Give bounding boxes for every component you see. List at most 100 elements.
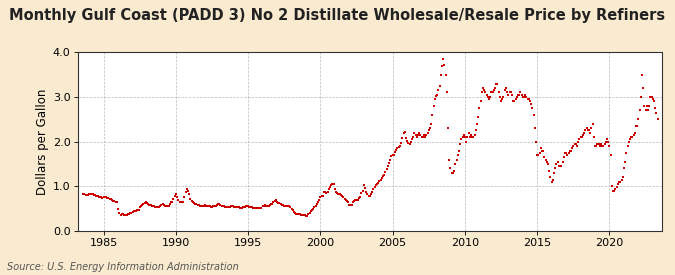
Point bbox=[78, 191, 88, 196]
Point bbox=[418, 133, 429, 137]
Point bbox=[134, 205, 145, 210]
Point bbox=[426, 122, 437, 126]
Point bbox=[544, 169, 555, 173]
Point bbox=[242, 204, 252, 208]
Point bbox=[300, 213, 311, 218]
Point bbox=[121, 213, 132, 217]
Point bbox=[84, 192, 95, 196]
Point bbox=[248, 205, 259, 210]
Point bbox=[105, 197, 116, 202]
Point bbox=[472, 122, 483, 126]
Point bbox=[650, 106, 661, 110]
Point bbox=[279, 203, 290, 208]
Point bbox=[446, 171, 457, 175]
Point bbox=[423, 130, 433, 135]
Point bbox=[573, 139, 584, 144]
Point bbox=[296, 213, 306, 217]
Point bbox=[498, 95, 509, 99]
Point bbox=[481, 92, 492, 97]
Point bbox=[389, 150, 400, 155]
Point bbox=[266, 202, 277, 206]
Point bbox=[110, 199, 121, 204]
Point bbox=[486, 90, 497, 95]
Point bbox=[271, 199, 282, 204]
Point bbox=[128, 209, 139, 213]
Point bbox=[271, 197, 281, 202]
Point bbox=[512, 95, 522, 99]
Point bbox=[587, 122, 598, 126]
Point bbox=[612, 185, 622, 189]
Point bbox=[425, 126, 435, 130]
Point bbox=[423, 128, 434, 133]
Point bbox=[162, 204, 173, 208]
Point bbox=[443, 126, 454, 130]
Point bbox=[288, 208, 298, 213]
Point bbox=[190, 202, 200, 206]
Point bbox=[268, 200, 279, 205]
Point bbox=[298, 213, 309, 217]
Point bbox=[116, 212, 127, 216]
Point bbox=[626, 135, 637, 139]
Point bbox=[92, 194, 103, 198]
Point bbox=[493, 90, 504, 95]
Point bbox=[414, 130, 425, 135]
Point bbox=[138, 202, 148, 206]
Point bbox=[580, 128, 591, 133]
Point bbox=[351, 197, 362, 202]
Point bbox=[254, 206, 265, 210]
Point bbox=[303, 212, 314, 217]
Point bbox=[148, 204, 159, 209]
Point bbox=[314, 197, 325, 202]
Point bbox=[262, 204, 273, 208]
Point bbox=[517, 95, 528, 99]
Point bbox=[259, 203, 269, 208]
Point bbox=[317, 194, 328, 198]
Point bbox=[342, 199, 352, 203]
Point bbox=[421, 133, 432, 137]
Point bbox=[605, 153, 616, 157]
Point bbox=[126, 211, 137, 215]
Point bbox=[610, 186, 621, 191]
Point bbox=[280, 204, 291, 208]
Point bbox=[466, 133, 477, 137]
Point bbox=[533, 153, 544, 157]
Point bbox=[196, 204, 207, 208]
Point bbox=[532, 153, 543, 157]
Point bbox=[616, 177, 627, 182]
Point bbox=[311, 202, 322, 206]
Point bbox=[315, 195, 326, 200]
Point bbox=[281, 204, 292, 208]
Point bbox=[434, 84, 445, 88]
Point bbox=[360, 185, 371, 190]
Point bbox=[568, 144, 578, 148]
Point bbox=[140, 200, 151, 205]
Point bbox=[157, 202, 168, 206]
Point bbox=[502, 90, 512, 95]
Point bbox=[469, 133, 480, 137]
Point bbox=[408, 135, 418, 139]
Point bbox=[597, 144, 608, 148]
Point bbox=[529, 112, 539, 117]
Point bbox=[321, 191, 332, 196]
Point bbox=[238, 205, 249, 210]
Point bbox=[109, 199, 120, 203]
Point bbox=[285, 205, 296, 210]
Point bbox=[371, 183, 381, 188]
Point bbox=[569, 142, 580, 146]
Point bbox=[178, 200, 188, 205]
Point bbox=[514, 92, 524, 97]
Point bbox=[132, 208, 142, 213]
Point bbox=[566, 148, 576, 153]
Point bbox=[146, 203, 157, 208]
Point bbox=[294, 212, 305, 216]
Point bbox=[578, 130, 589, 135]
Point bbox=[234, 205, 245, 210]
Point bbox=[411, 135, 422, 139]
Point bbox=[153, 205, 163, 209]
Point bbox=[114, 211, 125, 215]
Point bbox=[508, 99, 518, 104]
Point bbox=[267, 201, 277, 206]
Point bbox=[540, 157, 551, 162]
Point bbox=[313, 200, 323, 205]
Point bbox=[584, 128, 595, 133]
